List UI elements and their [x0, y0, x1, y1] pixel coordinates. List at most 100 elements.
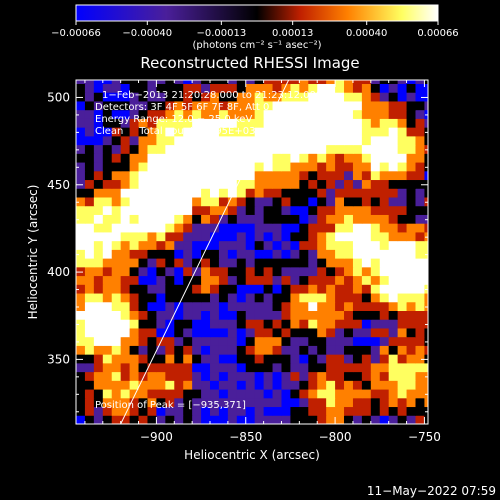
- heatmap-cell: [174, 362, 184, 373]
- heatmap-cell: [218, 249, 229, 259]
- heatmap-cell: [299, 127, 309, 137]
- heatmap-cell: [424, 380, 428, 390]
- heatmap-cell: [218, 415, 229, 424]
- heatmap-cell: [102, 179, 113, 189]
- heatmap-cell: [379, 153, 390, 163]
- heatmap-cell: [93, 80, 104, 84]
- heatmap-cell: [415, 266, 425, 277]
- heatmap-cell: [415, 406, 425, 416]
- heatmap-cell: [415, 144, 425, 154]
- x-tick-label: −800: [319, 430, 352, 444]
- heatmap-cell: [263, 275, 274, 285]
- heatmap-cell: [299, 179, 309, 189]
- heatmap-cell: [335, 319, 345, 329]
- heatmap-cell: [93, 223, 104, 233]
- heatmap-cell: [201, 92, 211, 102]
- heatmap-cell: [156, 249, 166, 259]
- heatmap-cell: [406, 135, 416, 146]
- heatmap-cell: [263, 196, 274, 207]
- heatmap-cell: [326, 80, 336, 84]
- heatmap-cell: [84, 371, 95, 381]
- heatmap-cell: [111, 188, 122, 198]
- heatmap-cell: [397, 118, 408, 128]
- heatmap-cell: [254, 127, 265, 137]
- heatmap-cell: [93, 293, 104, 303]
- heatmap-cell: [406, 231, 416, 242]
- heatmap-cell: [218, 362, 229, 373]
- heatmap-cell: [379, 240, 390, 250]
- heatmap-cell: [352, 380, 363, 390]
- heatmap-cell: [299, 92, 309, 102]
- heatmap-cell: [290, 196, 300, 207]
- heatmap-cell: [183, 354, 193, 364]
- heatmap-cell: [129, 319, 140, 329]
- heatmap-cell: [299, 223, 309, 233]
- heatmap-cell: [326, 336, 336, 346]
- heatmap-cell: [129, 231, 140, 242]
- heatmap-cell: [102, 406, 113, 416]
- heatmap-cell: [227, 214, 238, 224]
- heatmap-cell: [299, 144, 309, 154]
- heatmap-cell: [397, 153, 408, 163]
- heatmap-cell: [397, 327, 408, 338]
- heatmap-cell: [165, 109, 175, 119]
- heatmap-cell: [218, 135, 229, 146]
- heatmap-cell: [361, 162, 372, 172]
- heatmap-cell: [361, 144, 372, 154]
- heatmap-cell: [290, 319, 300, 329]
- heatmap-cell: [335, 266, 345, 277]
- heatmap-cell: [210, 83, 220, 93]
- heatmap-cell: [156, 258, 166, 268]
- heatmap-cell: [406, 153, 416, 163]
- heatmap-cell: [210, 266, 220, 277]
- heatmap-cell: [174, 293, 184, 303]
- heatmap-cell: [102, 196, 113, 207]
- heatmap-cell: [102, 362, 113, 373]
- heatmap-cell: [308, 275, 318, 285]
- heatmap-cell: [218, 170, 229, 181]
- heatmap-cell: [415, 258, 425, 268]
- heatmap-cell: [299, 380, 309, 390]
- heatmap-cell: [183, 249, 193, 259]
- heatmap-cell: [406, 310, 416, 320]
- heatmap-cell: [147, 144, 157, 154]
- heatmap-cell: [218, 371, 229, 381]
- heatmap-cell: [397, 266, 408, 277]
- heatmap-cell: [129, 275, 140, 285]
- heatmap-cell: [147, 380, 157, 390]
- heatmap-cell: [165, 275, 175, 285]
- heatmap-cell: [388, 310, 399, 320]
- heatmap-cell: [344, 179, 354, 189]
- heatmap-cell: [317, 170, 327, 181]
- heatmap-cell: [361, 258, 372, 268]
- heatmap-cell: [370, 397, 381, 408]
- heatmap-cell: [76, 118, 86, 128]
- heatmap-cell: [263, 266, 274, 277]
- heatmap-cell: [147, 135, 157, 146]
- heatmap-cell: [415, 196, 425, 207]
- heatmap-cell: [174, 327, 184, 338]
- heatmap-cell: [102, 214, 113, 224]
- heatmap-cell: [120, 397, 131, 408]
- heatmap-cell: [326, 170, 336, 181]
- heatmap-cell: [129, 249, 140, 259]
- heatmap-cell: [174, 336, 184, 346]
- heatmap-cell: [245, 310, 256, 320]
- heatmap-cell: [263, 249, 274, 259]
- heatmap-cell: [102, 170, 113, 181]
- heatmap-cell: [254, 83, 265, 93]
- heatmap-cell: [308, 144, 318, 154]
- heatmap-cell: [424, 258, 428, 268]
- heatmap-cell: [406, 371, 416, 381]
- heatmap-cell: [388, 223, 399, 233]
- heatmap-cell: [326, 249, 336, 259]
- heatmap-cell: [317, 327, 327, 338]
- heatmap-cell: [84, 205, 95, 215]
- heatmap-cell: [379, 380, 390, 390]
- heatmap-cell: [102, 284, 113, 294]
- colorbar-tick-label: 0.00013: [272, 28, 313, 39]
- heatmap-cell: [84, 144, 95, 154]
- heatmap-cell: [290, 153, 300, 163]
- heatmap-cell: [272, 188, 282, 198]
- heatmap-cell: [335, 275, 345, 285]
